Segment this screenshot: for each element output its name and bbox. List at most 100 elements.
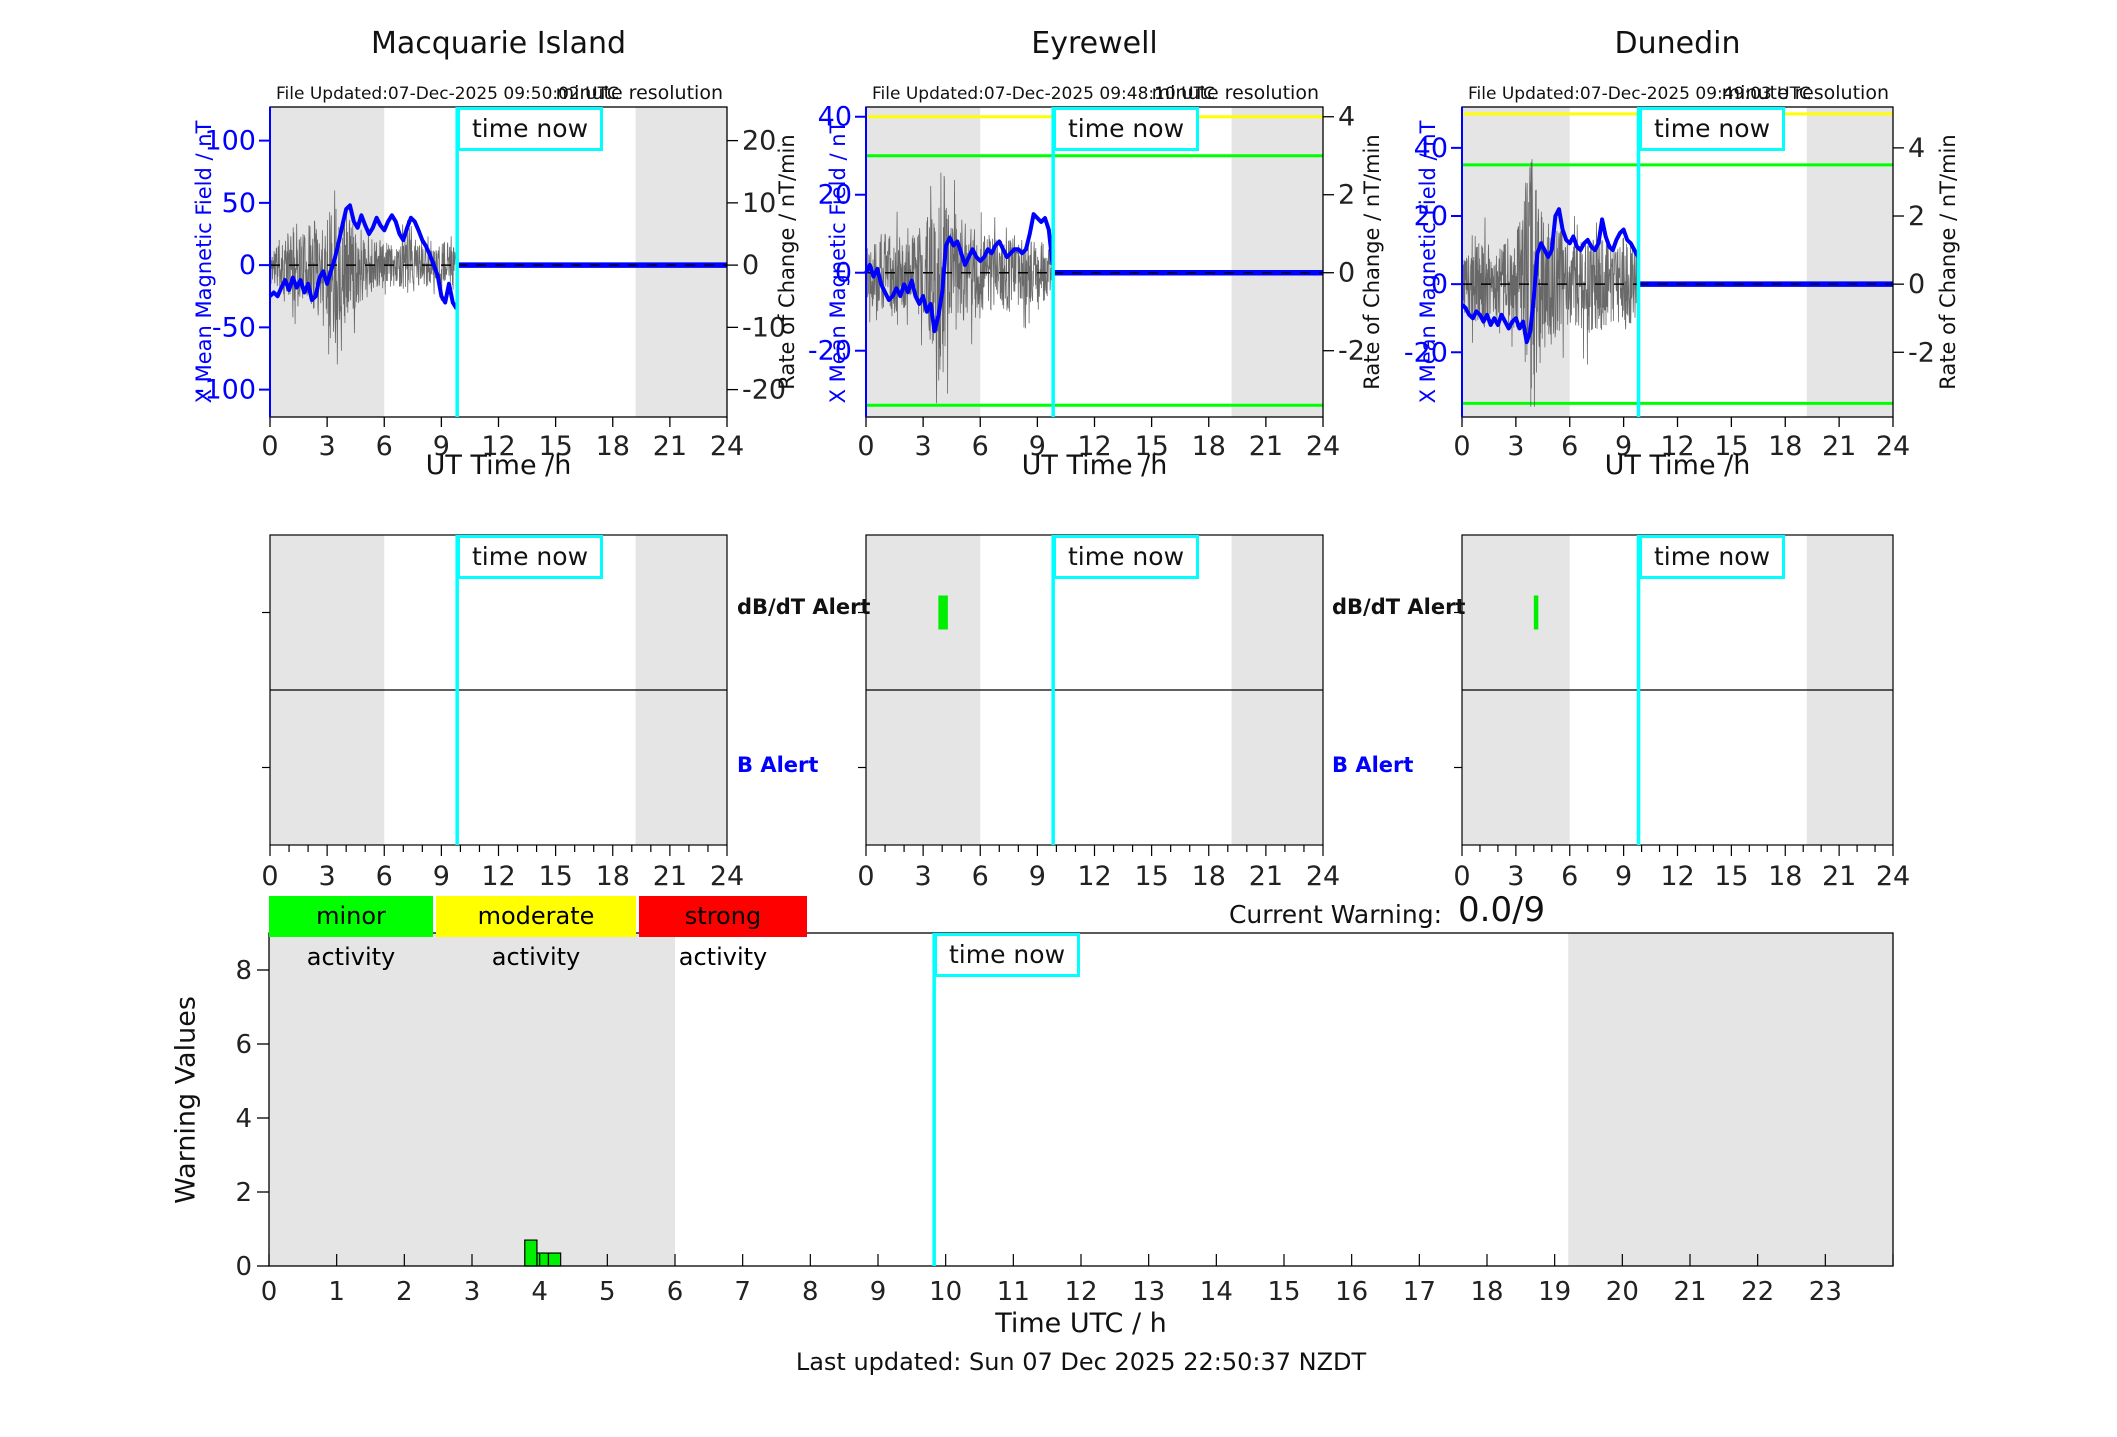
time-utc-axis-label: Time UTC / h (995, 1308, 1167, 1339)
svg-text:6: 6 (235, 1030, 252, 1060)
y-axis-label-field-macquarie: X Mean Magnetic Field / nT (192, 120, 216, 404)
svg-text:24: 24 (1876, 861, 1910, 892)
svg-text:5: 5 (599, 1277, 616, 1307)
svg-text:21: 21 (653, 861, 687, 892)
svg-text:-50: -50 (212, 312, 256, 343)
svg-text:3: 3 (319, 431, 336, 462)
svg-text:6: 6 (376, 861, 393, 892)
svg-text:9: 9 (1029, 861, 1046, 892)
svg-text:15: 15 (1714, 431, 1748, 462)
time-now-flag-dunedin-alert: time now (1639, 535, 1786, 579)
svg-text:12: 12 (1077, 431, 1111, 462)
svg-text:13: 13 (1132, 1277, 1165, 1307)
svg-text:0: 0 (742, 250, 759, 281)
svg-text:-2: -2 (1908, 337, 1935, 368)
svg-text:18: 18 (1470, 1277, 1503, 1307)
svg-text:4: 4 (1908, 133, 1925, 164)
svg-text:19: 19 (1538, 1277, 1571, 1307)
svg-text:15: 15 (538, 861, 572, 892)
svg-text:0: 0 (1431, 269, 1448, 300)
svg-text:3: 3 (319, 861, 336, 892)
svg-text:6: 6 (376, 431, 393, 462)
svg-text:-10: -10 (742, 312, 786, 343)
time-now-flag-macquarie-alert: time now (457, 535, 604, 579)
svg-text:24: 24 (1306, 861, 1340, 892)
resolution-note-macquarie: minute resolution (555, 82, 723, 104)
svg-text:12: 12 (1064, 1277, 1097, 1307)
svg-text:24: 24 (710, 861, 744, 892)
x-axis-label-dunedin: UT Time /h (1604, 450, 1751, 481)
svg-text:3: 3 (1507, 431, 1524, 462)
svg-text:9: 9 (870, 1277, 887, 1307)
svg-text:15: 15 (1134, 431, 1168, 462)
last-updated-text: Last updated: Sun 07 Dec 2025 22:50:37 N… (795, 1348, 1367, 1376)
svg-text:0: 0 (857, 861, 874, 892)
svg-text:2: 2 (235, 1178, 252, 1208)
svg-text:-20: -20 (742, 375, 786, 406)
svg-text:0: 0 (261, 431, 278, 462)
time-now-flag-eyrewell: time now (1053, 107, 1200, 151)
time-now-flag-dunedin: time now (1639, 107, 1786, 151)
svg-text:6: 6 (1561, 861, 1578, 892)
time-now-flag-macquarie: time now (457, 107, 604, 151)
svg-text:0: 0 (1338, 258, 1355, 289)
legend-strong-activity: strong activity (639, 896, 807, 971)
svg-text:15: 15 (538, 431, 572, 462)
svg-text:0: 0 (261, 861, 278, 892)
station-title-eyrewell: Eyrewell (1031, 26, 1158, 61)
svg-text:9: 9 (1615, 861, 1632, 892)
svg-text:0: 0 (261, 1277, 278, 1307)
svg-text:12: 12 (481, 431, 515, 462)
svg-text:10: 10 (929, 1277, 962, 1307)
svg-text:0: 0 (1453, 431, 1470, 462)
dbdt-alert-label-1: dB/dT Alert (737, 595, 871, 619)
svg-text:6: 6 (1561, 431, 1578, 462)
svg-text:21: 21 (1249, 861, 1283, 892)
svg-text:2: 2 (1908, 201, 1925, 232)
svg-text:3: 3 (1507, 861, 1524, 892)
svg-text:6: 6 (667, 1277, 684, 1307)
svg-text:24: 24 (1306, 431, 1340, 462)
b-alert-label-1: B Alert (737, 753, 819, 777)
svg-text:0: 0 (1908, 269, 1925, 300)
svg-text:20: 20 (818, 180, 852, 211)
svg-text:50: 50 (222, 188, 256, 219)
svg-text:0: 0 (235, 1252, 252, 1282)
svg-text:40: 40 (818, 102, 852, 133)
y-axis-label-rate-eyrewell: Rate of Change / nT/min (1360, 134, 1384, 390)
svg-text:0: 0 (239, 250, 256, 281)
svg-text:3: 3 (915, 861, 932, 892)
svg-text:4: 4 (1338, 102, 1355, 133)
svg-text:15: 15 (1267, 1277, 1300, 1307)
svg-text:6: 6 (972, 431, 989, 462)
time-now-flag-eyrewell-alert: time now (1053, 535, 1200, 579)
svg-text:1: 1 (328, 1277, 345, 1307)
svg-text:9: 9 (433, 431, 450, 462)
b-alert-label-2: B Alert (1332, 753, 1414, 777)
file-updated-macquarie: File Updated:07-Dec-2025 09:50:02 UTC (276, 84, 619, 104)
svg-text:100: 100 (204, 126, 256, 157)
time-now-flag-warning: time now (934, 933, 1081, 977)
svg-text:17: 17 (1403, 1277, 1436, 1307)
file-updated-dunedin: File Updated:07-Dec-2025 09:49:03 UTC (1468, 84, 1811, 104)
svg-text:11: 11 (997, 1277, 1030, 1307)
svg-text:12: 12 (1660, 861, 1694, 892)
y-axis-label-field-eyrewell: X Mean Magnetic Field / nT (826, 120, 850, 404)
station-title-dunedin: Dunedin (1614, 26, 1741, 61)
svg-text:-2: -2 (1338, 336, 1365, 367)
svg-text:18: 18 (1768, 861, 1802, 892)
svg-text:12: 12 (1660, 431, 1694, 462)
svg-text:14: 14 (1200, 1277, 1233, 1307)
legend-moderate-activity: moderate activity (436, 896, 636, 971)
resolution-note-eyrewell: minute resolution (1151, 82, 1319, 104)
svg-text:3: 3 (464, 1277, 481, 1307)
svg-text:-20: -20 (1404, 337, 1448, 368)
svg-text:4: 4 (235, 1104, 252, 1134)
svg-text:2: 2 (396, 1277, 413, 1307)
svg-text:20: 20 (742, 126, 776, 157)
svg-text:18: 18 (1192, 861, 1226, 892)
file-updated-eyrewell: File Updated:07-Dec-2025 09:48:10 UTC (872, 84, 1215, 104)
svg-text:40: 40 (1414, 133, 1448, 164)
